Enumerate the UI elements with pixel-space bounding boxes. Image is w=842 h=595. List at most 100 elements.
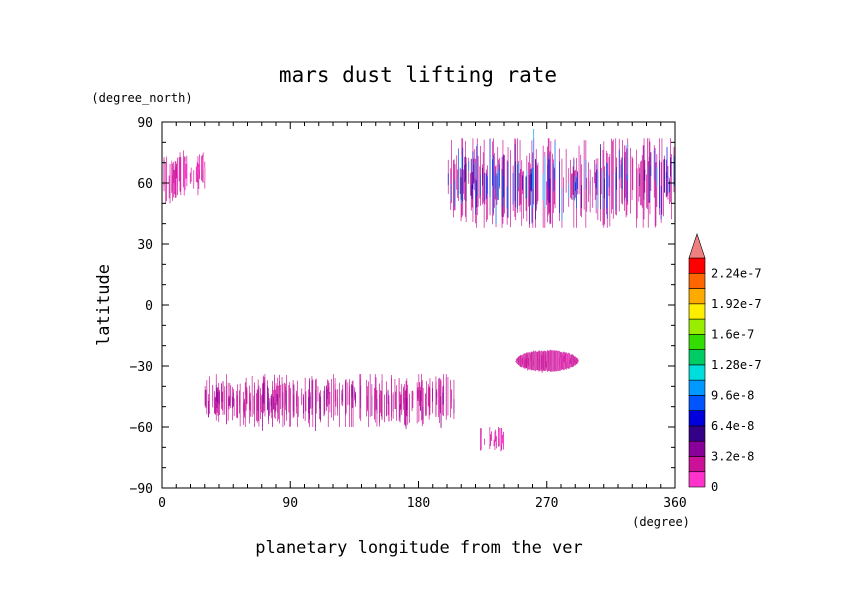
dust-core	[589, 181, 591, 195]
dust-core	[465, 156, 466, 182]
dust-streak	[406, 378, 408, 417]
dust-core	[417, 390, 419, 399]
dust-core	[526, 352, 528, 364]
dust-core	[535, 161, 537, 209]
dust-streak	[305, 391, 307, 412]
dust-core	[666, 146, 668, 178]
dust-core	[549, 178, 551, 223]
dust-streak	[345, 379, 347, 414]
dust-core	[532, 168, 534, 208]
dust-core	[262, 393, 263, 431]
dust-core	[425, 393, 426, 413]
dust-core	[165, 164, 167, 187]
dust-core	[500, 431, 502, 449]
dust-core	[506, 186, 508, 209]
dust-core	[392, 394, 394, 412]
dust-streak	[636, 149, 637, 228]
dust-streak	[510, 150, 511, 228]
colorbar: 0 3.2e-8 6.4e-8 9.6e-8 1.28e-7 1.6e-7 1.92e-7 2…	[688, 233, 762, 494]
dust-core	[263, 381, 265, 404]
dust-streak	[479, 166, 481, 199]
dust-streak	[426, 381, 427, 416]
dust-core	[256, 389, 258, 411]
dust-streak	[640, 161, 641, 206]
dust-core	[664, 159, 665, 193]
dust-core	[656, 167, 658, 187]
dust-core	[574, 176, 576, 201]
dust-core	[575, 359, 576, 365]
colorbar-swatch	[688, 471, 706, 488]
dust-streak	[447, 377, 449, 416]
dust-streak	[661, 138, 663, 215]
dust-core	[482, 167, 483, 186]
dust-core	[419, 384, 421, 403]
x-tick-label: 180	[407, 496, 430, 511]
dust-streak	[333, 374, 334, 421]
dust-streak	[422, 388, 424, 425]
dust-streak	[497, 147, 499, 200]
dust-core	[268, 393, 269, 421]
y-tick-label: −30	[130, 360, 153, 375]
dust-streak	[624, 152, 626, 198]
y-tick-label: 90	[137, 116, 153, 131]
dust-core	[454, 179, 456, 207]
dust-streak	[546, 351, 547, 371]
dust-core	[535, 158, 536, 220]
dust-streak	[256, 393, 257, 421]
dust-streak	[227, 382, 229, 421]
dust-streak	[218, 382, 220, 423]
dust-streak	[482, 152, 484, 203]
dust-streak	[450, 379, 451, 418]
dust-streak	[480, 428, 481, 451]
dust-streak	[339, 382, 340, 427]
dust-core	[272, 386, 273, 427]
dust-streak	[312, 379, 314, 427]
dust-core	[250, 400, 251, 411]
dust-core	[499, 164, 500, 187]
dust-core	[606, 162, 608, 219]
dust-core	[568, 183, 570, 198]
dust-core	[472, 151, 474, 189]
dust-core	[387, 391, 389, 404]
dust-core	[659, 160, 660, 209]
dust-core	[403, 388, 404, 404]
dust-streak	[655, 162, 657, 227]
dust-core	[665, 172, 667, 198]
dust-core	[563, 356, 564, 363]
dust-core	[453, 399, 455, 414]
dust-streak	[625, 145, 627, 218]
dust-core	[279, 381, 280, 398]
dust-core	[420, 390, 421, 411]
dust-streak	[553, 350, 555, 372]
dust-core	[600, 144, 601, 209]
dust-core	[624, 157, 625, 201]
dust-core	[554, 141, 556, 180]
dust-streak	[463, 169, 464, 194]
dust-core	[494, 175, 496, 190]
dust-streak	[275, 383, 277, 412]
dust-streak	[411, 390, 413, 412]
dust-core	[507, 161, 509, 218]
dust-streak	[646, 174, 647, 208]
dust-streak	[536, 351, 538, 371]
dust-streak	[647, 138, 648, 209]
dust-streak	[206, 380, 208, 415]
dust-streak	[594, 160, 595, 184]
dust-streak	[395, 391, 397, 410]
dust-core	[495, 168, 497, 225]
dust-core	[311, 380, 313, 408]
dust-core	[285, 387, 286, 405]
y-unit-label: (degree_north)	[91, 91, 192, 105]
dust-core	[528, 358, 529, 367]
dust-core	[183, 161, 185, 196]
dust-streak	[396, 385, 397, 421]
dust-streak	[494, 153, 495, 208]
dust-streak	[317, 386, 319, 402]
dust-streak	[521, 160, 523, 226]
dust-core	[196, 166, 198, 175]
axis-ticks: 0 90 180 270 360 90 60 30 0 −30 −60 −90	[130, 116, 687, 511]
dust-core	[559, 357, 560, 367]
dust-streak	[183, 150, 184, 188]
dust-core	[480, 174, 481, 196]
dust-region-north-west-fragments	[176, 150, 206, 196]
